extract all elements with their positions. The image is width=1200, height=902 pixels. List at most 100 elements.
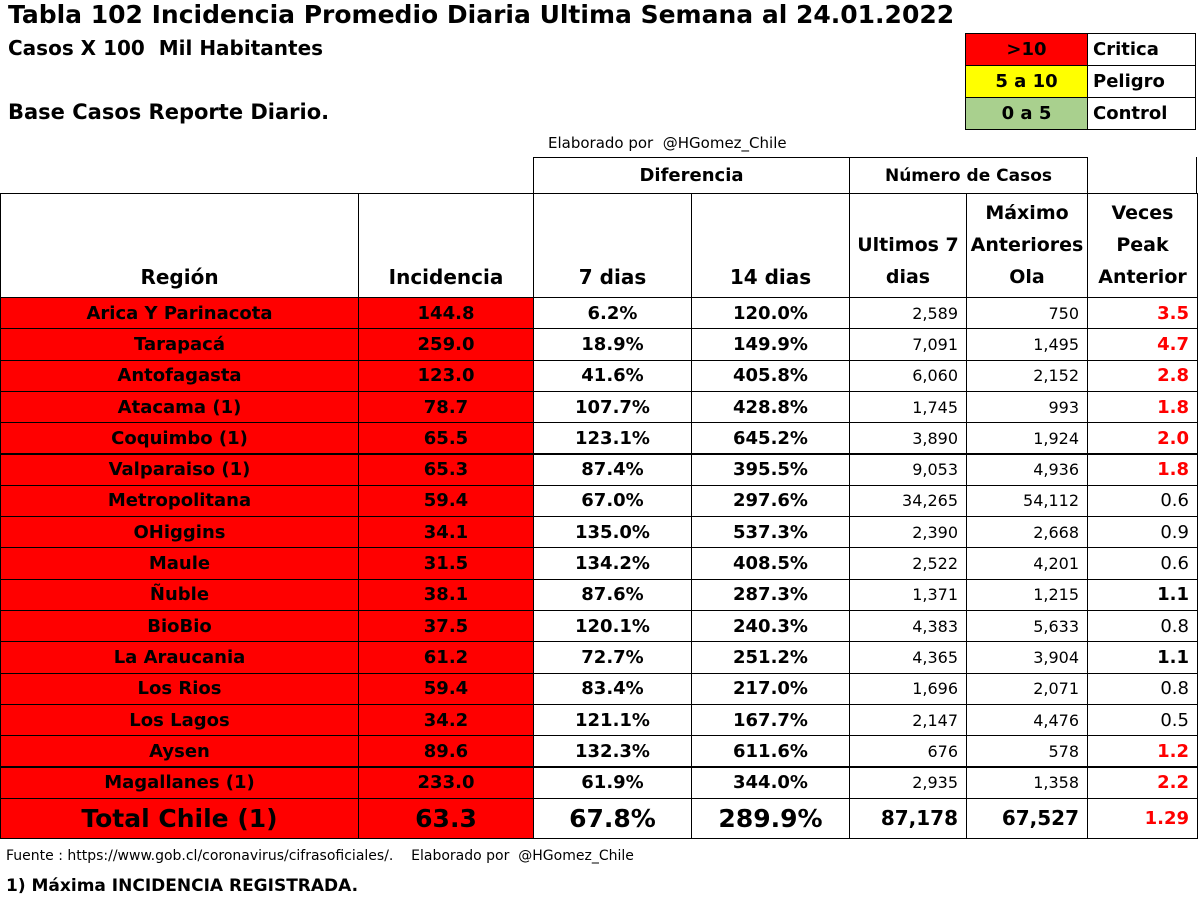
data-cell: Los Lagos (0, 703, 359, 737)
column-header: 14 dias (691, 193, 850, 298)
data-cell: 6.2% (533, 297, 692, 330)
data-cell: 1.1 (1087, 578, 1198, 611)
subtitle: Casos X 100 Mil Habitantes (8, 36, 324, 60)
data-cell: 2.8 (1087, 359, 1198, 392)
data-cell: 240.3% (691, 610, 850, 643)
data-cell: 59.4 (358, 484, 534, 518)
data-cell: 645.2% (691, 422, 850, 455)
data-cell: 31.5 (358, 547, 534, 580)
column-header: Incidencia (358, 193, 534, 298)
data-cell: Maule (0, 547, 359, 580)
data-cell: 3,890 (849, 422, 967, 455)
legend-label: Peligro (1087, 65, 1196, 98)
credit: Elaborado por @HGomez_Chile (548, 134, 787, 152)
title: Tabla 102 Incidencia Promedio Diaria Ult… (8, 0, 955, 29)
data-cell: 149.9% (691, 328, 850, 361)
data-cell: 120.1% (533, 610, 692, 643)
data-cell: 2,522 (849, 547, 967, 580)
data-cell: Aysen (0, 735, 359, 768)
data-cell: 233.0 (358, 766, 534, 799)
group-header: Número de Casos (849, 157, 1088, 194)
data-cell: Coquimbo (1) (0, 422, 359, 455)
data-cell: Tarapacá (0, 328, 359, 361)
data-cell: 4,936 (966, 453, 1088, 486)
header-blank (1087, 157, 1197, 194)
data-cell: 134.2% (533, 547, 692, 580)
data-cell: 38.1 (358, 578, 534, 611)
data-cell: 135.0% (533, 516, 692, 549)
legend-range: >10 (965, 33, 1088, 66)
data-cell: 1,696 (849, 672, 967, 705)
data-cell: 78.7 (358, 390, 534, 424)
data-cell: 5,633 (966, 610, 1088, 643)
data-cell: 0.8 (1087, 610, 1198, 643)
data-cell: 89.6 (358, 735, 534, 768)
data-cell: 0.6 (1087, 484, 1198, 518)
data-cell: 34,265 (849, 484, 967, 518)
data-cell: 405.8% (691, 359, 850, 392)
data-cell: 4,383 (849, 610, 967, 643)
data-cell: 2,152 (966, 359, 1088, 392)
data-cell: 1,924 (966, 422, 1088, 455)
data-cell: 61.9% (533, 766, 692, 799)
column-header: Máximo Anteriores Ola (966, 193, 1088, 298)
data-cell: 2.2 (1087, 766, 1198, 799)
data-cell: 1,215 (966, 578, 1088, 611)
total-cell: Total Chile (1) (0, 797, 359, 839)
data-cell: 0.8 (1087, 672, 1198, 705)
data-cell: 2,071 (966, 672, 1088, 705)
data-cell: 167.7% (691, 703, 850, 737)
data-cell: 578 (966, 735, 1088, 768)
data-cell: 750 (966, 297, 1088, 330)
data-cell: 3.5 (1087, 297, 1198, 330)
data-cell: 41.6% (533, 359, 692, 392)
data-cell: 132.3% (533, 735, 692, 768)
group-header: Diferencia (533, 157, 850, 194)
data-cell: 4.7 (1087, 328, 1198, 361)
data-cell: 2.0 (1087, 422, 1198, 455)
data-cell: 395.5% (691, 453, 850, 486)
data-cell: 123.0 (358, 359, 534, 392)
data-cell: 0.6 (1087, 547, 1198, 580)
data-cell: 34.2 (358, 703, 534, 737)
data-cell: 65.5 (358, 422, 534, 455)
data-cell: BioBio (0, 610, 359, 643)
data-cell: 537.3% (691, 516, 850, 549)
data-cell: 67.0% (533, 484, 692, 518)
legend-range: 0 a 5 (965, 97, 1088, 130)
data-cell: 2,668 (966, 516, 1088, 549)
total-cell: 67,527 (966, 797, 1088, 839)
data-cell: Metropolitana (0, 484, 359, 518)
legend-label: Control (1087, 97, 1196, 130)
data-cell: 18.9% (533, 328, 692, 361)
data-cell: 120.0% (691, 297, 850, 330)
data-cell: 344.0% (691, 766, 850, 799)
data-cell: 7,091 (849, 328, 967, 361)
data-cell: 2,147 (849, 703, 967, 737)
data-cell: 1.2 (1087, 735, 1198, 768)
footnote: 1) Máxima INCIDENCIA REGISTRADA. (6, 876, 359, 896)
data-cell: Antofagasta (0, 359, 359, 392)
data-cell: 4,201 (966, 547, 1088, 580)
data-cell: 4,365 (849, 641, 967, 674)
total-cell: 1.29 (1087, 797, 1198, 839)
data-cell: 676 (849, 735, 967, 768)
data-cell: 611.6% (691, 735, 850, 768)
data-cell: 123.1% (533, 422, 692, 455)
data-cell: 1,745 (849, 390, 967, 424)
data-cell: 54,112 (966, 484, 1088, 518)
data-cell: 144.8 (358, 297, 534, 330)
base-note: Base Casos Reporte Diario. (8, 100, 330, 124)
data-cell: 121.1% (533, 703, 692, 737)
legend-label: Critica (1087, 33, 1196, 66)
source: Fuente : https://www.gob.cl/coronavirus/… (6, 848, 634, 864)
data-cell: 72.7% (533, 641, 692, 674)
data-cell: 259.0 (358, 328, 534, 361)
column-header: Ultimos 7 dias (849, 193, 967, 298)
legend-range: 5 a 10 (965, 65, 1088, 98)
column-header: Región (0, 193, 359, 298)
data-cell: 1.8 (1087, 453, 1198, 486)
total-cell: 63.3 (358, 797, 534, 839)
data-cell: 65.3 (358, 453, 534, 486)
